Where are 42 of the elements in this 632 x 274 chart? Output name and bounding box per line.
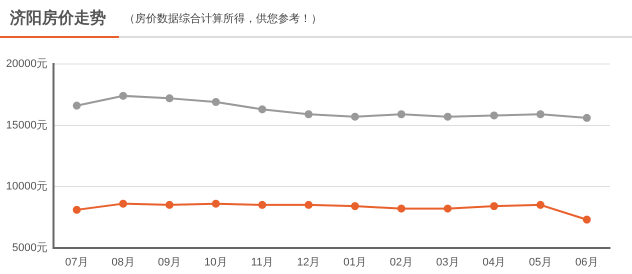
x-tick-label: 07月	[65, 256, 88, 268]
x-tick-label: 04月	[482, 256, 506, 268]
point	[212, 98, 220, 106]
x-tick-label: 11月	[251, 256, 274, 268]
x-tick-label: 02月	[390, 256, 413, 268]
point	[582, 216, 591, 224]
y-tick-label: 5000元	[12, 242, 48, 254]
point	[166, 94, 174, 102]
point	[490, 202, 498, 210]
point	[258, 200, 266, 209]
y-tick-label: 10000元	[6, 180, 48, 193]
point	[304, 200, 313, 209]
point	[444, 204, 452, 213]
x-tick-label: 12月	[296, 256, 320, 268]
point	[490, 111, 498, 120]
point	[166, 200, 174, 209]
point	[72, 206, 81, 214]
x-tick-label: 06月	[575, 256, 598, 268]
point	[119, 200, 128, 208]
point	[72, 102, 81, 110]
point	[350, 112, 359, 121]
x-tick-label: 05月	[528, 256, 552, 268]
chart-title: 济阳房价走势	[10, 8, 106, 28]
chart-subtitle: （房价数据综合计算所得，供您参考！）	[124, 10, 322, 26]
point	[536, 110, 544, 118]
x-tick-label: 10月	[204, 256, 228, 268]
x-tick-label: 03月	[436, 256, 460, 268]
x-tick-label: 01月	[343, 256, 367, 268]
point	[119, 92, 128, 100]
point	[582, 114, 591, 122]
point	[397, 110, 406, 118]
point	[258, 105, 266, 114]
point	[536, 200, 544, 209]
point	[444, 112, 452, 121]
y-tick-label: 15000元	[6, 119, 48, 132]
point	[350, 202, 359, 210]
y-tick-label: 20000元	[6, 58, 48, 70]
x-tick-label: 09月	[158, 256, 182, 268]
x-tick-label: 08月	[112, 256, 135, 268]
point	[212, 200, 220, 208]
point	[397, 204, 406, 213]
point	[304, 110, 313, 118]
